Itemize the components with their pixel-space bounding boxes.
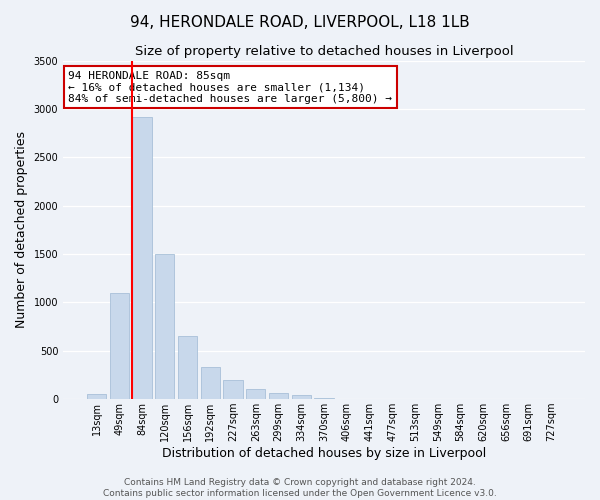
Bar — [246, 390, 265, 399]
Text: Contains HM Land Registry data © Crown copyright and database right 2024.
Contai: Contains HM Land Registry data © Crown c… — [103, 478, 497, 498]
Title: Size of property relative to detached houses in Liverpool: Size of property relative to detached ho… — [135, 45, 514, 58]
Bar — [155, 254, 175, 399]
Y-axis label: Number of detached properties: Number of detached properties — [15, 132, 28, 328]
Text: 94, HERONDALE ROAD, LIVERPOOL, L18 1LB: 94, HERONDALE ROAD, LIVERPOOL, L18 1LB — [130, 15, 470, 30]
Bar — [110, 292, 129, 399]
Text: 94 HERONDALE ROAD: 85sqm
← 16% of detached houses are smaller (1,134)
84% of sem: 94 HERONDALE ROAD: 85sqm ← 16% of detach… — [68, 70, 392, 104]
Bar — [133, 116, 152, 399]
Bar — [269, 394, 288, 399]
Bar — [292, 396, 311, 399]
Bar — [314, 398, 334, 399]
X-axis label: Distribution of detached houses by size in Liverpool: Distribution of detached houses by size … — [162, 447, 486, 460]
Bar — [200, 367, 220, 399]
Bar — [223, 380, 243, 399]
Bar — [87, 394, 106, 399]
Bar — [178, 336, 197, 399]
